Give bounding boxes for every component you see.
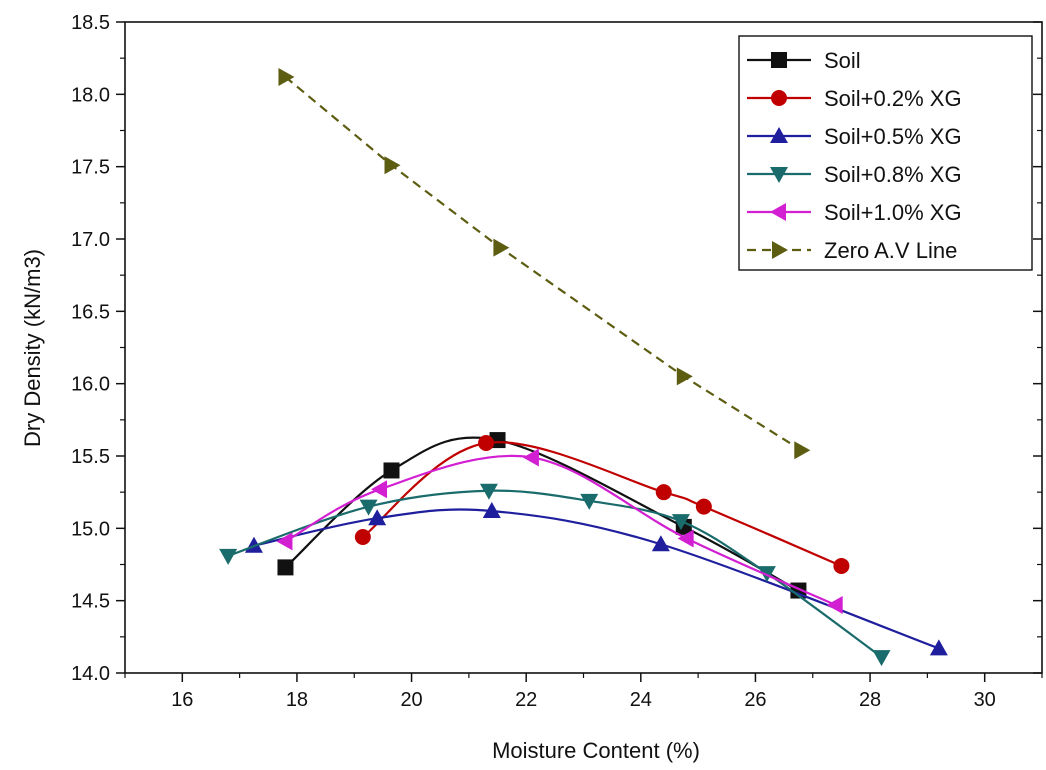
x-tick-label-1: 18: [286, 689, 308, 711]
series-3: [219, 483, 891, 667]
series-line-2: [253, 508, 940, 650]
series-1: [354, 434, 850, 574]
legend-marker-1: [771, 90, 787, 106]
legend-label-3: Soil+0.8% XG: [824, 162, 962, 187]
data-point-1-0: [354, 529, 371, 546]
x-tick-label-0: 16: [171, 689, 193, 711]
legend-label-0: Soil: [824, 48, 861, 73]
y-tick-label-9: 18.5: [71, 12, 110, 34]
y-tick-label-7: 17.5: [71, 157, 110, 179]
data-point-3-0: [219, 548, 238, 565]
legend-marker-4: [770, 203, 786, 221]
y-tick-label-1: 14.5: [71, 591, 110, 613]
axes: 16 18 20 22 24 26 28 30 14.0 14.5 15.0 15.5 16.0 16.5…: [71, 12, 1043, 711]
data-point-5-1: [384, 156, 401, 175]
y-tick-label-4: 16.0: [71, 374, 110, 396]
data-point-1-2: [655, 484, 672, 501]
legend: Soil Soil+0.2% XG Soil+0.5% XG Soil+0.8% XG…: [738, 35, 1033, 271]
data-point-5-4: [794, 441, 811, 460]
data-point-2-3: [651, 535, 670, 552]
data-point-3-1: [359, 499, 378, 516]
legend-marker-5: [772, 241, 788, 259]
y-tick-label-2: 15.0: [71, 518, 110, 540]
data-point-1-1: [478, 434, 495, 451]
x-tick-label-7: 30: [974, 689, 996, 711]
data-point-5-2: [493, 238, 510, 257]
legend-label-1: Soil+0.2% XG: [824, 86, 962, 111]
x-tick-label-5: 26: [744, 689, 766, 711]
data-point-4-0: [276, 532, 293, 551]
data-point-2-4: [929, 639, 948, 656]
legend-label-2: Soil+0.5% XG: [824, 124, 962, 149]
y-tick-label-0: 14.0: [71, 663, 110, 685]
data-point-3-4: [671, 514, 690, 531]
x-tick-label-3: 22: [515, 689, 537, 711]
data-point-1-4: [833, 557, 850, 574]
series-line-1: [362, 441, 842, 567]
data-point-4-1: [371, 480, 388, 499]
data-point-2-2: [482, 501, 501, 518]
legend-label-5: Zero A.V Line: [824, 238, 957, 263]
data-point-0-1: [383, 462, 400, 479]
x-tick-label-4: 24: [630, 689, 652, 711]
data-point-4-4: [826, 596, 843, 615]
legend-box: [738, 35, 1033, 271]
legend-label-4: Soil+1.0% XG: [824, 200, 962, 225]
y-tick-label-5: 16.5: [71, 301, 110, 323]
y-axis-title: Dry Density (kN/m3): [20, 249, 45, 447]
series-5: [278, 67, 811, 460]
legend-marker-3: [770, 167, 788, 183]
data-point-4-2: [522, 448, 539, 467]
y-tick-label-6: 17.0: [71, 229, 110, 251]
series-group: [219, 67, 948, 667]
data-point-3-3: [580, 493, 599, 510]
data-point-5-0: [278, 67, 295, 86]
data-point-5-3: [676, 367, 693, 386]
x-tick-label-6: 28: [859, 689, 881, 711]
x-axis-title: Moisture Content (%): [492, 738, 700, 763]
series-4: [276, 448, 843, 615]
legend-marker-0: [771, 52, 787, 68]
y-tick-label-3: 15.5: [71, 446, 110, 468]
data-point-1-3: [695, 498, 712, 515]
data-point-3-2: [479, 483, 498, 500]
data-point-3-6: [872, 650, 891, 667]
data-point-4-3: [677, 529, 694, 548]
data-point-0-0: [277, 559, 294, 576]
y-tick-label-8: 18.0: [71, 84, 110, 106]
x-tick-label-2: 20: [400, 689, 422, 711]
legend-marker-2: [770, 127, 788, 143]
data-point-2-1: [368, 509, 387, 526]
